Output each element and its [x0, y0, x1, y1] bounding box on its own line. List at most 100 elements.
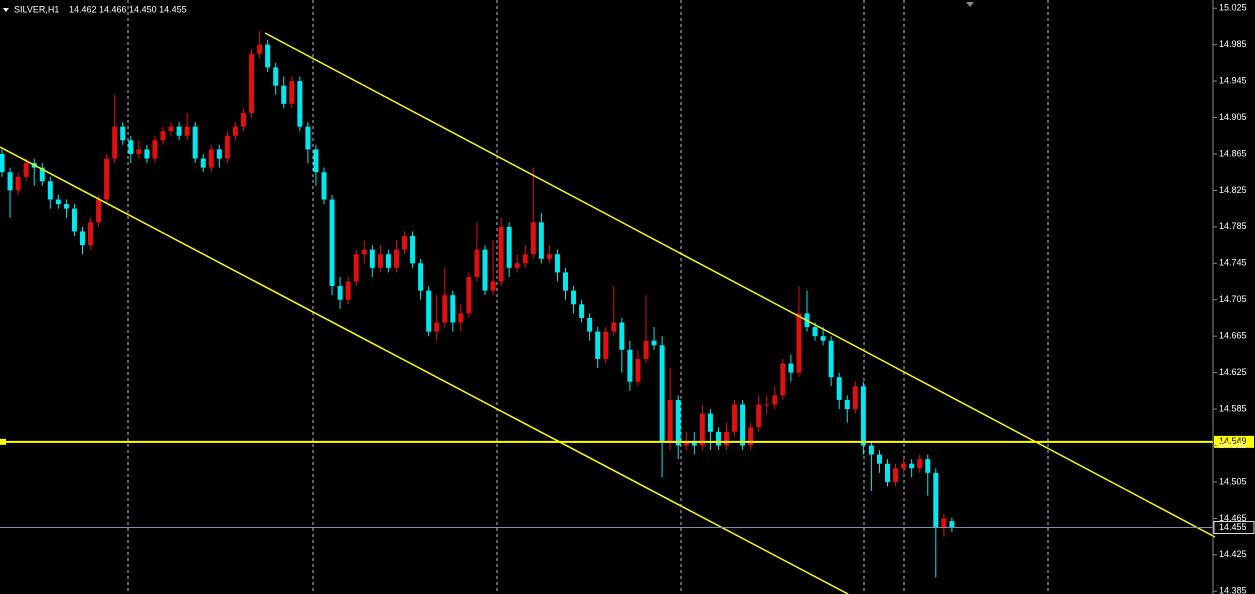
y-tick-label: 14.745 [1219, 258, 1247, 268]
candle-body [732, 404, 738, 432]
candle-body [377, 254, 383, 268]
candle-body [474, 249, 480, 277]
candle-body [104, 158, 110, 200]
candle-body [289, 81, 295, 104]
candle-body [144, 149, 150, 159]
y-tick-label: 14.985 [1219, 39, 1247, 49]
candle-body [667, 399, 673, 441]
candle-body [579, 304, 585, 318]
candle-body [96, 199, 102, 223]
candle-body [530, 222, 536, 255]
candle-body [876, 454, 882, 464]
candle-body [675, 399, 681, 446]
y-tick-label: 14.625 [1219, 367, 1247, 377]
candle-body [707, 413, 713, 432]
candle-body [909, 463, 915, 469]
candle-body [860, 386, 866, 446]
candle-body [893, 468, 899, 482]
candle-body [659, 345, 665, 441]
candle-body [925, 459, 931, 473]
candle-body [136, 149, 142, 154]
candle-body [200, 158, 206, 168]
candle-body [402, 235, 407, 250]
candle-body [80, 231, 85, 246]
candle-body [917, 459, 923, 469]
candle-body [265, 44, 271, 68]
candle-body [337, 286, 343, 300]
candle-body [281, 85, 287, 104]
y-tick-label: 14.905 [1219, 112, 1247, 122]
candle-body [498, 226, 504, 282]
candle-body [208, 149, 214, 168]
y-tick-label: 14.385 [1219, 586, 1247, 594]
candle-body [820, 336, 826, 341]
time-separators [127, 0, 1049, 594]
candle-body [571, 290, 577, 305]
candle-body [788, 363, 794, 373]
candle-body [434, 322, 440, 332]
candle-body [224, 135, 230, 159]
candle-body [393, 249, 399, 268]
candle-body [192, 126, 198, 159]
candle-body [756, 404, 762, 428]
channel [0, 32, 1216, 594]
candle-body [651, 340, 657, 346]
trend-line [264, 32, 1216, 538]
candle-body [506, 226, 512, 268]
candle-body [949, 521, 955, 528]
candle-body [699, 413, 705, 446]
candle-body [184, 126, 190, 136]
y-tick-label: 15.025 [1219, 3, 1247, 13]
y-tick-label: 14.505 [1219, 476, 1247, 486]
candle-body [7, 172, 13, 191]
candle-body [514, 263, 520, 268]
candle-body [329, 199, 335, 287]
y-tick-label: 14.825 [1219, 185, 1247, 195]
menu-arrow [3, 8, 9, 12]
candle-body [426, 290, 432, 332]
candle-body [168, 126, 174, 132]
y-tick-label: 14.705 [1219, 294, 1247, 304]
candle-body [345, 281, 351, 300]
price-label: 14.455 [1219, 522, 1247, 532]
candle-body [844, 399, 850, 410]
candle-body [249, 53, 255, 113]
candle-body [603, 331, 609, 359]
candle-body [450, 295, 456, 323]
y-tick-label: 14.785 [1219, 221, 1247, 231]
candle-body [120, 126, 126, 141]
level-label-box [1214, 435, 1254, 448]
candle-body [88, 222, 94, 246]
scroll-marker [966, 2, 974, 7]
candle-body [442, 295, 448, 323]
candle-body [257, 44, 263, 54]
candle-body [828, 340, 834, 378]
candle-body [112, 126, 118, 159]
candle-body [232, 126, 238, 136]
overlay: 14.549 14.455 [0, 435, 1255, 534]
candle-body [369, 249, 375, 268]
candle-body [764, 404, 770, 406]
y-tick-label: 14.945 [1219, 75, 1247, 85]
candle-body [538, 222, 544, 259]
level-label: 14.549 [1219, 436, 1247, 446]
candle-body [941, 518, 947, 528]
candle-body [587, 317, 593, 332]
candle-body [160, 131, 166, 141]
candle-body [458, 313, 464, 323]
candle-body [748, 427, 754, 446]
y-tick-label: 14.665 [1219, 331, 1247, 341]
y-tick-label: 14.545 [1219, 440, 1247, 450]
candle-body [71, 208, 77, 232]
candle-body [15, 176, 21, 191]
candle-body [691, 440, 697, 446]
candle-body [740, 404, 746, 446]
y-tick-label: 14.465 [1219, 513, 1247, 523]
candle-body [353, 254, 359, 282]
candle-body [297, 81, 303, 127]
candle-body [635, 358, 641, 382]
candle-body [812, 327, 818, 337]
candle-body [683, 440, 689, 446]
